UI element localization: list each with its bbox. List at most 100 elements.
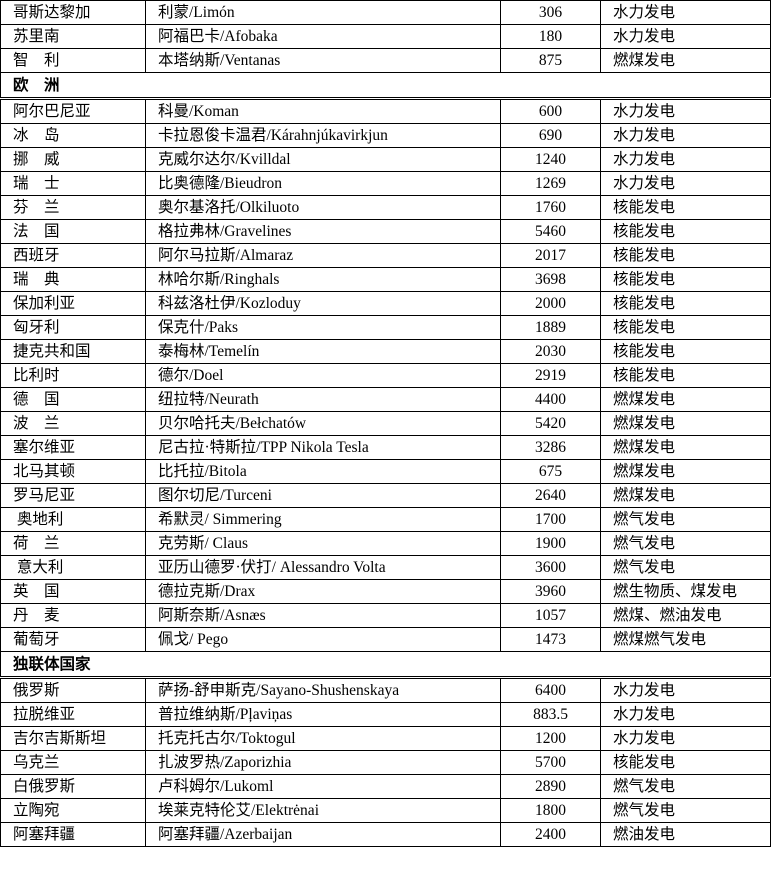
country: 白俄罗斯	[0, 774, 146, 799]
plant-name: 德拉克斯/Drax	[145, 579, 501, 604]
plant-type: 水力发电	[600, 24, 771, 49]
table-row: 北马其顿 比托拉/Bitola 675 燃煤发电	[0, 459, 771, 484]
country: 英 国	[0, 579, 146, 604]
plant-name: 本塔纳斯/Ventanas	[145, 48, 501, 73]
country: 阿塞拜疆	[0, 822, 146, 847]
plant-name: 格拉弗林/Gravelines	[145, 219, 501, 244]
country: 苏里南	[0, 24, 146, 49]
table-row: 法 国格拉弗林/Gravelines 5460 核能发电	[0, 219, 771, 244]
capacity: 5460	[500, 219, 601, 244]
plant-type: 燃气发电	[600, 507, 771, 532]
plant-name: 阿斯奈斯/Asnæs	[145, 603, 501, 628]
country: 罗马尼亚	[0, 483, 146, 508]
plant-name: 萨扬-舒申斯克/Sayano-Shushenskaya	[145, 677, 501, 703]
table-row: 丹 麦阿斯奈斯/Asnæs 1057 燃煤、燃油发电	[0, 603, 771, 628]
capacity: 1269	[500, 171, 601, 196]
plant-name: 埃莱克特伦艾/Elektrėnai	[145, 798, 501, 823]
plant-type: 燃气发电	[600, 531, 771, 556]
plant-type: 燃煤发电	[600, 459, 771, 484]
table-row: 立陶宛 埃莱克特伦艾/Elektrėnai 1800 燃气发电	[0, 798, 771, 823]
country: 瑞 典	[0, 267, 146, 292]
plant-type: 燃气发电	[600, 555, 771, 580]
capacity: 2890	[500, 774, 601, 799]
plant-name: 科兹洛杜伊/Kozloduy	[145, 291, 501, 316]
table-row: 瑞 士比奥德隆/Bieudron 1269 水力发电	[0, 171, 771, 196]
plant-name: 尼古拉·特斯拉/TPP Nikola Tesla	[145, 435, 501, 460]
capacity: 1200	[500, 726, 601, 751]
plant-name: 林哈尔斯/Ringhals	[145, 267, 501, 292]
country: 意大利	[0, 555, 146, 580]
country: 挪 威	[0, 147, 146, 172]
plant-type: 燃煤发电	[600, 48, 771, 73]
table-row: 智 利本塔纳斯/Ventanas 875 燃煤发电	[0, 48, 771, 73]
capacity: 6400	[500, 677, 601, 703]
capacity: 875	[500, 48, 601, 73]
plant-type: 燃气发电	[600, 774, 771, 799]
capacity: 3600	[500, 555, 601, 580]
country: 哥斯达黎加	[0, 0, 146, 25]
plant-type: 核能发电	[600, 219, 771, 244]
country: 冰 岛	[0, 123, 146, 148]
plant-name: 托克托古尔/Toktogul	[145, 726, 501, 751]
plant-name: 科曼/Koman	[145, 98, 501, 124]
plant-type: 核能发电	[600, 750, 771, 775]
country: 拉脱维亚	[0, 702, 146, 727]
capacity: 675	[500, 459, 601, 484]
table-row: 哥斯达黎加 利蒙/Limón 306 水力发电	[0, 0, 771, 25]
capacity: 2640	[500, 483, 601, 508]
plant-type: 水力发电	[600, 0, 771, 25]
country: 瑞 士	[0, 171, 146, 196]
capacity: 1800	[500, 798, 601, 823]
capacity: 1057	[500, 603, 601, 628]
plant-name: 图尔切尼/Turceni	[145, 483, 501, 508]
plant-name: 卡拉恩俊卡温君/Kárahnjúkavirkjun	[145, 123, 501, 148]
table-row: 苏里南 阿福巴卡/Afobaka 180 水力发电	[0, 24, 771, 49]
plant-name: 奥尔基洛托/Olkiluoto	[145, 195, 501, 220]
capacity: 3286	[500, 435, 601, 460]
plant-type: 燃煤发电	[600, 387, 771, 412]
country: 芬 兰	[0, 195, 146, 220]
country: 西班牙	[0, 243, 146, 268]
country: 塞尔维亚	[0, 435, 146, 460]
country: 荷 兰	[0, 531, 146, 556]
table-row: 阿尔巴尼亚 科曼/Koman 600 水力发电	[0, 98, 771, 124]
plant-type: 燃气发电	[600, 798, 771, 823]
capacity: 1760	[500, 195, 601, 220]
table-row: 荷 兰克劳斯/ Claus 1900 燃气发电	[0, 531, 771, 556]
table-row: 芬 兰奥尔基洛托/Olkiluoto 1760 核能发电	[0, 195, 771, 220]
capacity: 5700	[500, 750, 601, 775]
plant-name: 克威尔达尔/Kvilldal	[145, 147, 501, 172]
plant-type: 燃油发电	[600, 822, 771, 847]
capacity: 1900	[500, 531, 601, 556]
table-row: 挪 威克威尔达尔/Kvilldal 1240 水力发电	[0, 147, 771, 172]
table-row: 波 兰贝尔哈托夫/Bełchatów 5420 燃煤发电	[0, 411, 771, 436]
plant-name: 纽拉特/Neurath	[145, 387, 501, 412]
table-row: 吉尔吉斯斯坦 托克托古尔/Toktogul 1200 水力发电	[0, 726, 771, 751]
plant-name: 克劳斯/ Claus	[145, 531, 501, 556]
plant-name: 德尔/Doel	[145, 363, 501, 388]
country: 北马其顿	[0, 459, 146, 484]
table-row: 保加利亚 科兹洛杜伊/Kozloduy 2000 核能发电	[0, 291, 771, 316]
plant-type: 核能发电	[600, 195, 771, 220]
country: 波 兰	[0, 411, 146, 436]
table-row: 英 国德拉克斯/Drax 3960 燃生物质、煤发电	[0, 579, 771, 604]
table-row: 葡萄牙 佩戈/ Pego 1473 燃煤燃气发电	[0, 627, 771, 652]
plant-type: 水力发电	[600, 726, 771, 751]
plant-name: 阿尔马拉斯/Almaraz	[145, 243, 501, 268]
plant-type: 燃煤发电	[600, 435, 771, 460]
plant-name: 保克什/Paks	[145, 315, 501, 340]
country: 德 国	[0, 387, 146, 412]
capacity: 2919	[500, 363, 601, 388]
plant-name: 阿塞拜疆/Azerbaijan	[145, 822, 501, 847]
country: 法 国	[0, 219, 146, 244]
table-row: 罗马尼亚 图尔切尼/Turceni 2640 燃煤发电	[0, 483, 771, 508]
capacity: 180	[500, 24, 601, 49]
plant-name: 佩戈/ Pego	[145, 627, 501, 652]
plant-type: 核能发电	[600, 243, 771, 268]
plant-type: 水力发电	[600, 98, 771, 124]
capacity: 690	[500, 123, 601, 148]
plant-type: 核能发电	[600, 267, 771, 292]
plant-type: 燃生物质、煤发电	[600, 579, 771, 604]
capacity: 600	[500, 98, 601, 124]
table-row: 奥地利 希默灵/ Simmering 1700 燃气发电	[0, 507, 771, 532]
